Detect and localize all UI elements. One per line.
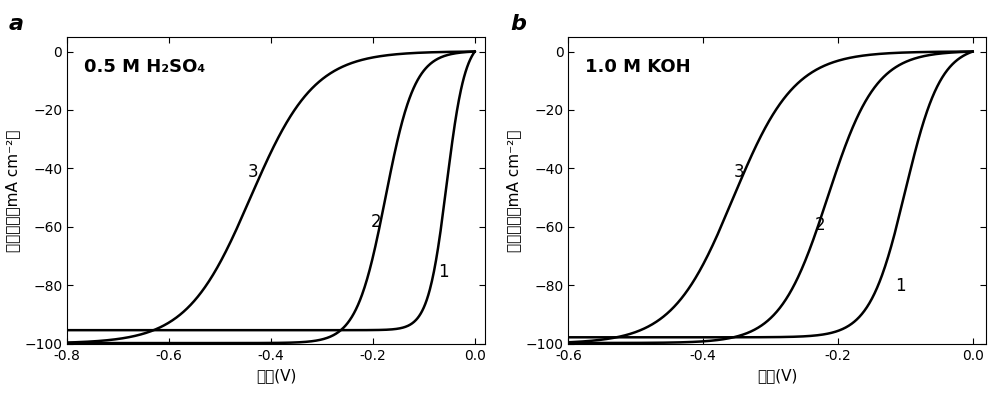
Text: a: a (9, 14, 24, 34)
Text: 3: 3 (733, 163, 744, 181)
Text: 电流密度（mA cm⁻²）: 电流密度（mA cm⁻²） (5, 129, 20, 252)
Text: 1: 1 (895, 277, 906, 295)
X-axis label: 电压(V): 电压(V) (757, 368, 797, 383)
X-axis label: 电压(V): 电压(V) (256, 368, 296, 383)
Text: b: b (510, 14, 526, 34)
Text: 1: 1 (438, 262, 449, 281)
Text: 0.5 M H₂SO₄: 0.5 M H₂SO₄ (84, 58, 205, 76)
Text: 2: 2 (370, 213, 381, 231)
Text: 电流密度（mA cm⁻²）: 电流密度（mA cm⁻²） (507, 129, 522, 252)
Text: 3: 3 (248, 163, 259, 181)
Text: 2: 2 (814, 216, 825, 234)
Text: 1.0 M KOH: 1.0 M KOH (585, 58, 691, 76)
